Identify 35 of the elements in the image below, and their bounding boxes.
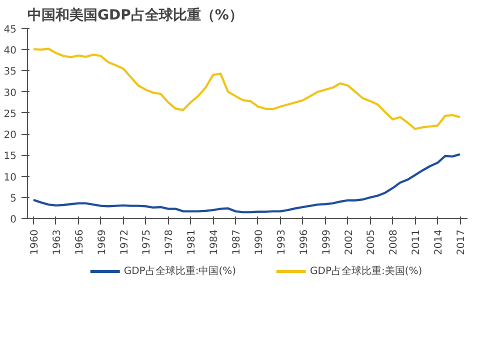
y-tick-label: 0 bbox=[10, 214, 17, 226]
line-series bbox=[32, 48, 462, 130]
line-series bbox=[32, 153, 462, 214]
x-tick-label: 1999 bbox=[321, 229, 332, 255]
y-tick-label: 35 bbox=[4, 66, 17, 78]
y-tick-label: 5 bbox=[10, 193, 17, 204]
x-tick-label: 1960 bbox=[29, 229, 40, 255]
x-tick-label: 2008 bbox=[388, 229, 400, 255]
x-tick-label: 2011 bbox=[411, 229, 422, 255]
y-tick-label: 15 bbox=[4, 151, 17, 162]
x-tick-label: 2002 bbox=[344, 229, 355, 255]
x-tick-label: 1993 bbox=[276, 229, 288, 255]
y-tick-label: 10 bbox=[4, 172, 17, 184]
x-tick-label: 2014 bbox=[434, 229, 445, 255]
x-tick-label: 1966 bbox=[74, 229, 86, 255]
y-tick-label: 25 bbox=[4, 108, 17, 120]
x-tick-label: 2017 bbox=[456, 229, 468, 255]
x-tick-label: 1984 bbox=[209, 229, 220, 255]
y-tick-label: 40 bbox=[4, 46, 17, 57]
x-tick-label: 1969 bbox=[96, 229, 108, 255]
chart-title: 中国和美国GDP占全球比重（%） bbox=[28, 6, 243, 24]
x-tick-label: 1987 bbox=[232, 229, 243, 255]
legend-label: GDP占全球比重:美国(%) bbox=[310, 264, 422, 278]
x-tick-label: 1981 bbox=[186, 229, 198, 255]
y-tick-label: 20 bbox=[4, 130, 17, 142]
x-tick-label: 1963 bbox=[52, 229, 63, 255]
x-tick-label: 1972 bbox=[119, 229, 130, 255]
x-tick-label: 1990 bbox=[254, 229, 265, 255]
x-tick-label: 2005 bbox=[366, 229, 378, 255]
y-tick-label: 45 bbox=[4, 24, 17, 36]
x-tick-label: 1975 bbox=[142, 229, 153, 255]
x-tick-label: 1978 bbox=[164, 229, 176, 255]
x-tick-label: 1996 bbox=[298, 229, 310, 255]
legend-label: GDP占全球比重:中国(%) bbox=[124, 264, 236, 278]
y-tick-label: 30 bbox=[4, 88, 17, 99]
